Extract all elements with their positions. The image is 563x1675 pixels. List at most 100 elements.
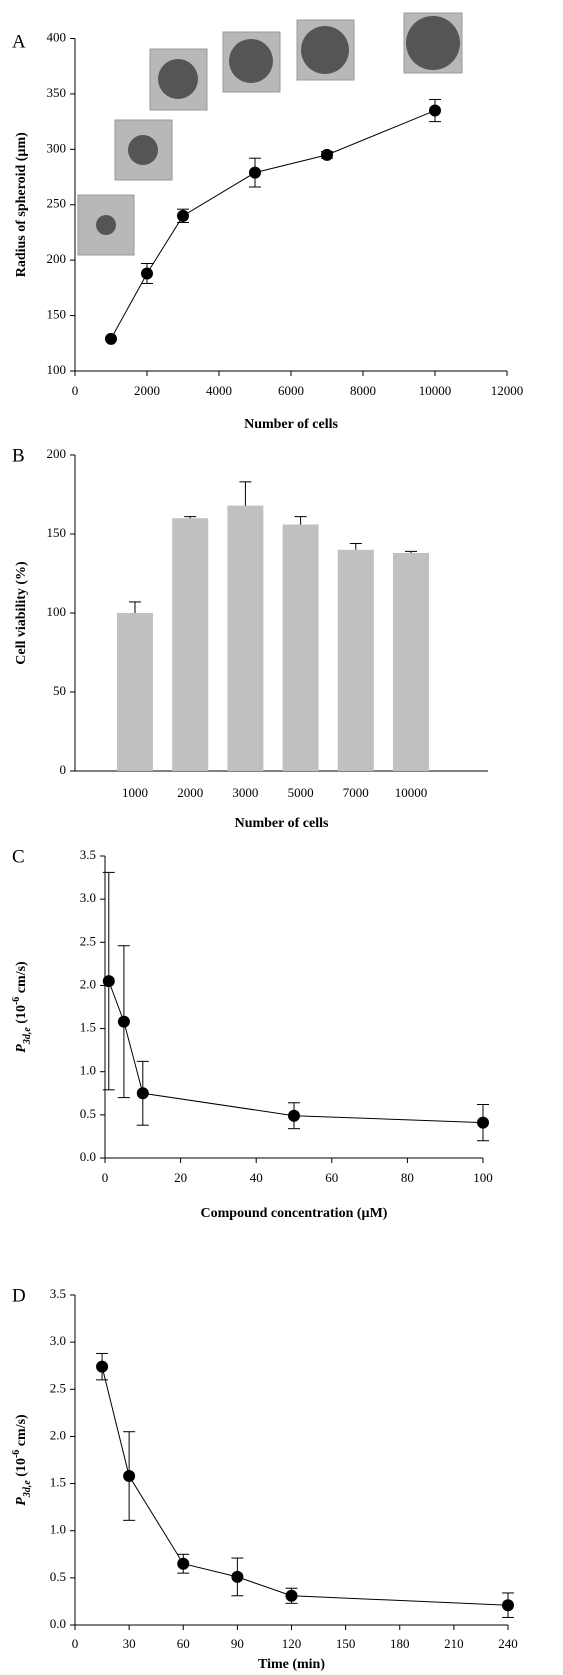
- figure: A Number of cells Radius of spheroid (µm) 1…: [0, 0, 563, 1675]
- spheroid: [158, 59, 198, 99]
- spheroid: [406, 16, 460, 70]
- x-tick-label: 80: [401, 1170, 414, 1185]
- bar: [393, 553, 429, 771]
- x-tick-label: 60: [177, 1636, 190, 1651]
- x-axis-title: Number of cells: [235, 816, 329, 831]
- marker: [321, 149, 333, 161]
- marker: [502, 1599, 514, 1611]
- x-tick-label: 120: [282, 1636, 302, 1651]
- y-axis-title: Cell viability (%): [14, 561, 29, 665]
- y-axis-title: P3d,e (10-6 cm/s): [11, 1414, 33, 1506]
- y-tick-label: 0.5: [50, 1569, 66, 1584]
- x-tick-label: 150: [336, 1636, 356, 1651]
- error-bar: [184, 517, 196, 519]
- x-tick-label: 0: [72, 383, 79, 398]
- y-axis-title-part: -6: [11, 1450, 22, 1458]
- y-tick-label: 0.0: [50, 1616, 66, 1631]
- error-bar: [350, 543, 362, 549]
- x-tick-label: 60: [325, 1170, 338, 1185]
- y-tick-label: 0.5: [80, 1106, 96, 1121]
- x-tick-label: 100: [473, 1170, 493, 1185]
- y-tick-label: 3.5: [80, 847, 96, 862]
- spheroid: [128, 135, 158, 165]
- y-tick-label: 150: [47, 525, 67, 540]
- y-axis-title-part: (10: [14, 1005, 29, 1027]
- marker: [118, 1016, 130, 1028]
- spheroid: [229, 39, 273, 83]
- y-tick-label: 1.5: [50, 1475, 66, 1490]
- marker: [105, 333, 117, 345]
- spheroid-photos: [78, 13, 462, 255]
- x-tick-label: 20: [174, 1170, 187, 1185]
- y-tick-label: 150: [47, 307, 67, 322]
- x-tick-label: 2000: [177, 785, 203, 800]
- series-line: [102, 1367, 508, 1606]
- y-tick-label: 200: [47, 251, 67, 266]
- y-axis-title: Radius of spheroid (µm): [14, 132, 29, 277]
- x-tick-label: 0: [102, 1170, 109, 1185]
- x-tick-label: 3000: [232, 785, 258, 800]
- y-tick-label: 1.0: [80, 1063, 96, 1078]
- bar: [338, 550, 374, 771]
- x-tick-label: 180: [390, 1636, 410, 1651]
- y-tick-label: 0.0: [80, 1149, 96, 1164]
- error-bar: [129, 602, 141, 613]
- y-axis-title-part: (10: [14, 1458, 29, 1480]
- marker: [286, 1590, 298, 1602]
- panel-label: D: [12, 1285, 26, 1306]
- bar: [283, 525, 319, 771]
- y-tick-label: 2.5: [80, 933, 96, 948]
- marker: [288, 1110, 300, 1122]
- marker: [141, 267, 153, 279]
- x-tick-label: 7000: [343, 785, 369, 800]
- x-tick-label: 5000: [288, 785, 314, 800]
- y-tick-label: 100: [47, 362, 67, 377]
- error-bar: [295, 517, 307, 525]
- error-bar: [405, 551, 417, 553]
- x-tick-label: 10000: [395, 785, 428, 800]
- x-tick-label: 30: [123, 1636, 136, 1651]
- y-tick-label: 350: [47, 85, 67, 100]
- bar: [172, 518, 208, 771]
- panel-label: C: [12, 846, 25, 867]
- x-tick-label: 8000: [350, 383, 376, 398]
- x-axis-title: Compound concentration (µM): [201, 1206, 388, 1221]
- y-tick-label: 300: [47, 140, 67, 155]
- spheroid: [301, 26, 349, 74]
- y-axis-title-part: 3d,e: [22, 1027, 33, 1046]
- y-tick-label: 3.5: [50, 1286, 66, 1301]
- y-tick-label: 400: [47, 29, 67, 44]
- x-tick-label: 12000: [491, 383, 524, 398]
- y-axis-title-part: cm/s): [14, 1414, 29, 1450]
- x-tick-label: 210: [444, 1636, 464, 1651]
- marker: [477, 1117, 489, 1129]
- marker: [137, 1087, 149, 1099]
- x-tick-label: 6000: [278, 383, 304, 398]
- marker: [96, 1361, 108, 1373]
- x-tick-label: 0: [72, 1636, 79, 1651]
- y-tick-label: 50: [53, 683, 66, 698]
- marker: [177, 210, 189, 222]
- y-tick-label: 1.0: [50, 1522, 66, 1537]
- marker: [103, 975, 115, 987]
- y-tick-label: 2.5: [50, 1380, 66, 1395]
- spheroid: [96, 215, 116, 235]
- y-tick-label: 250: [47, 196, 67, 211]
- y-tick-label: 2.0: [80, 976, 96, 991]
- y-tick-label: 3.0: [80, 890, 96, 905]
- y-axis-title-part: 3d,e: [22, 1480, 33, 1499]
- y-axis-title-part: -6: [11, 997, 22, 1005]
- y-tick-label: 1.5: [80, 1020, 96, 1035]
- marker: [177, 1558, 189, 1570]
- y-tick-label: 2.0: [50, 1427, 66, 1442]
- panel-label: B: [12, 445, 25, 466]
- bar: [227, 506, 263, 771]
- x-tick-label: 240: [498, 1636, 518, 1651]
- y-tick-label: 200: [47, 446, 67, 461]
- x-tick-label: 10000: [419, 383, 452, 398]
- panel-label: A: [12, 31, 26, 52]
- marker: [231, 1571, 243, 1583]
- x-tick-label: 90: [231, 1636, 244, 1651]
- bar: [117, 613, 153, 771]
- y-tick-label: 100: [47, 604, 67, 619]
